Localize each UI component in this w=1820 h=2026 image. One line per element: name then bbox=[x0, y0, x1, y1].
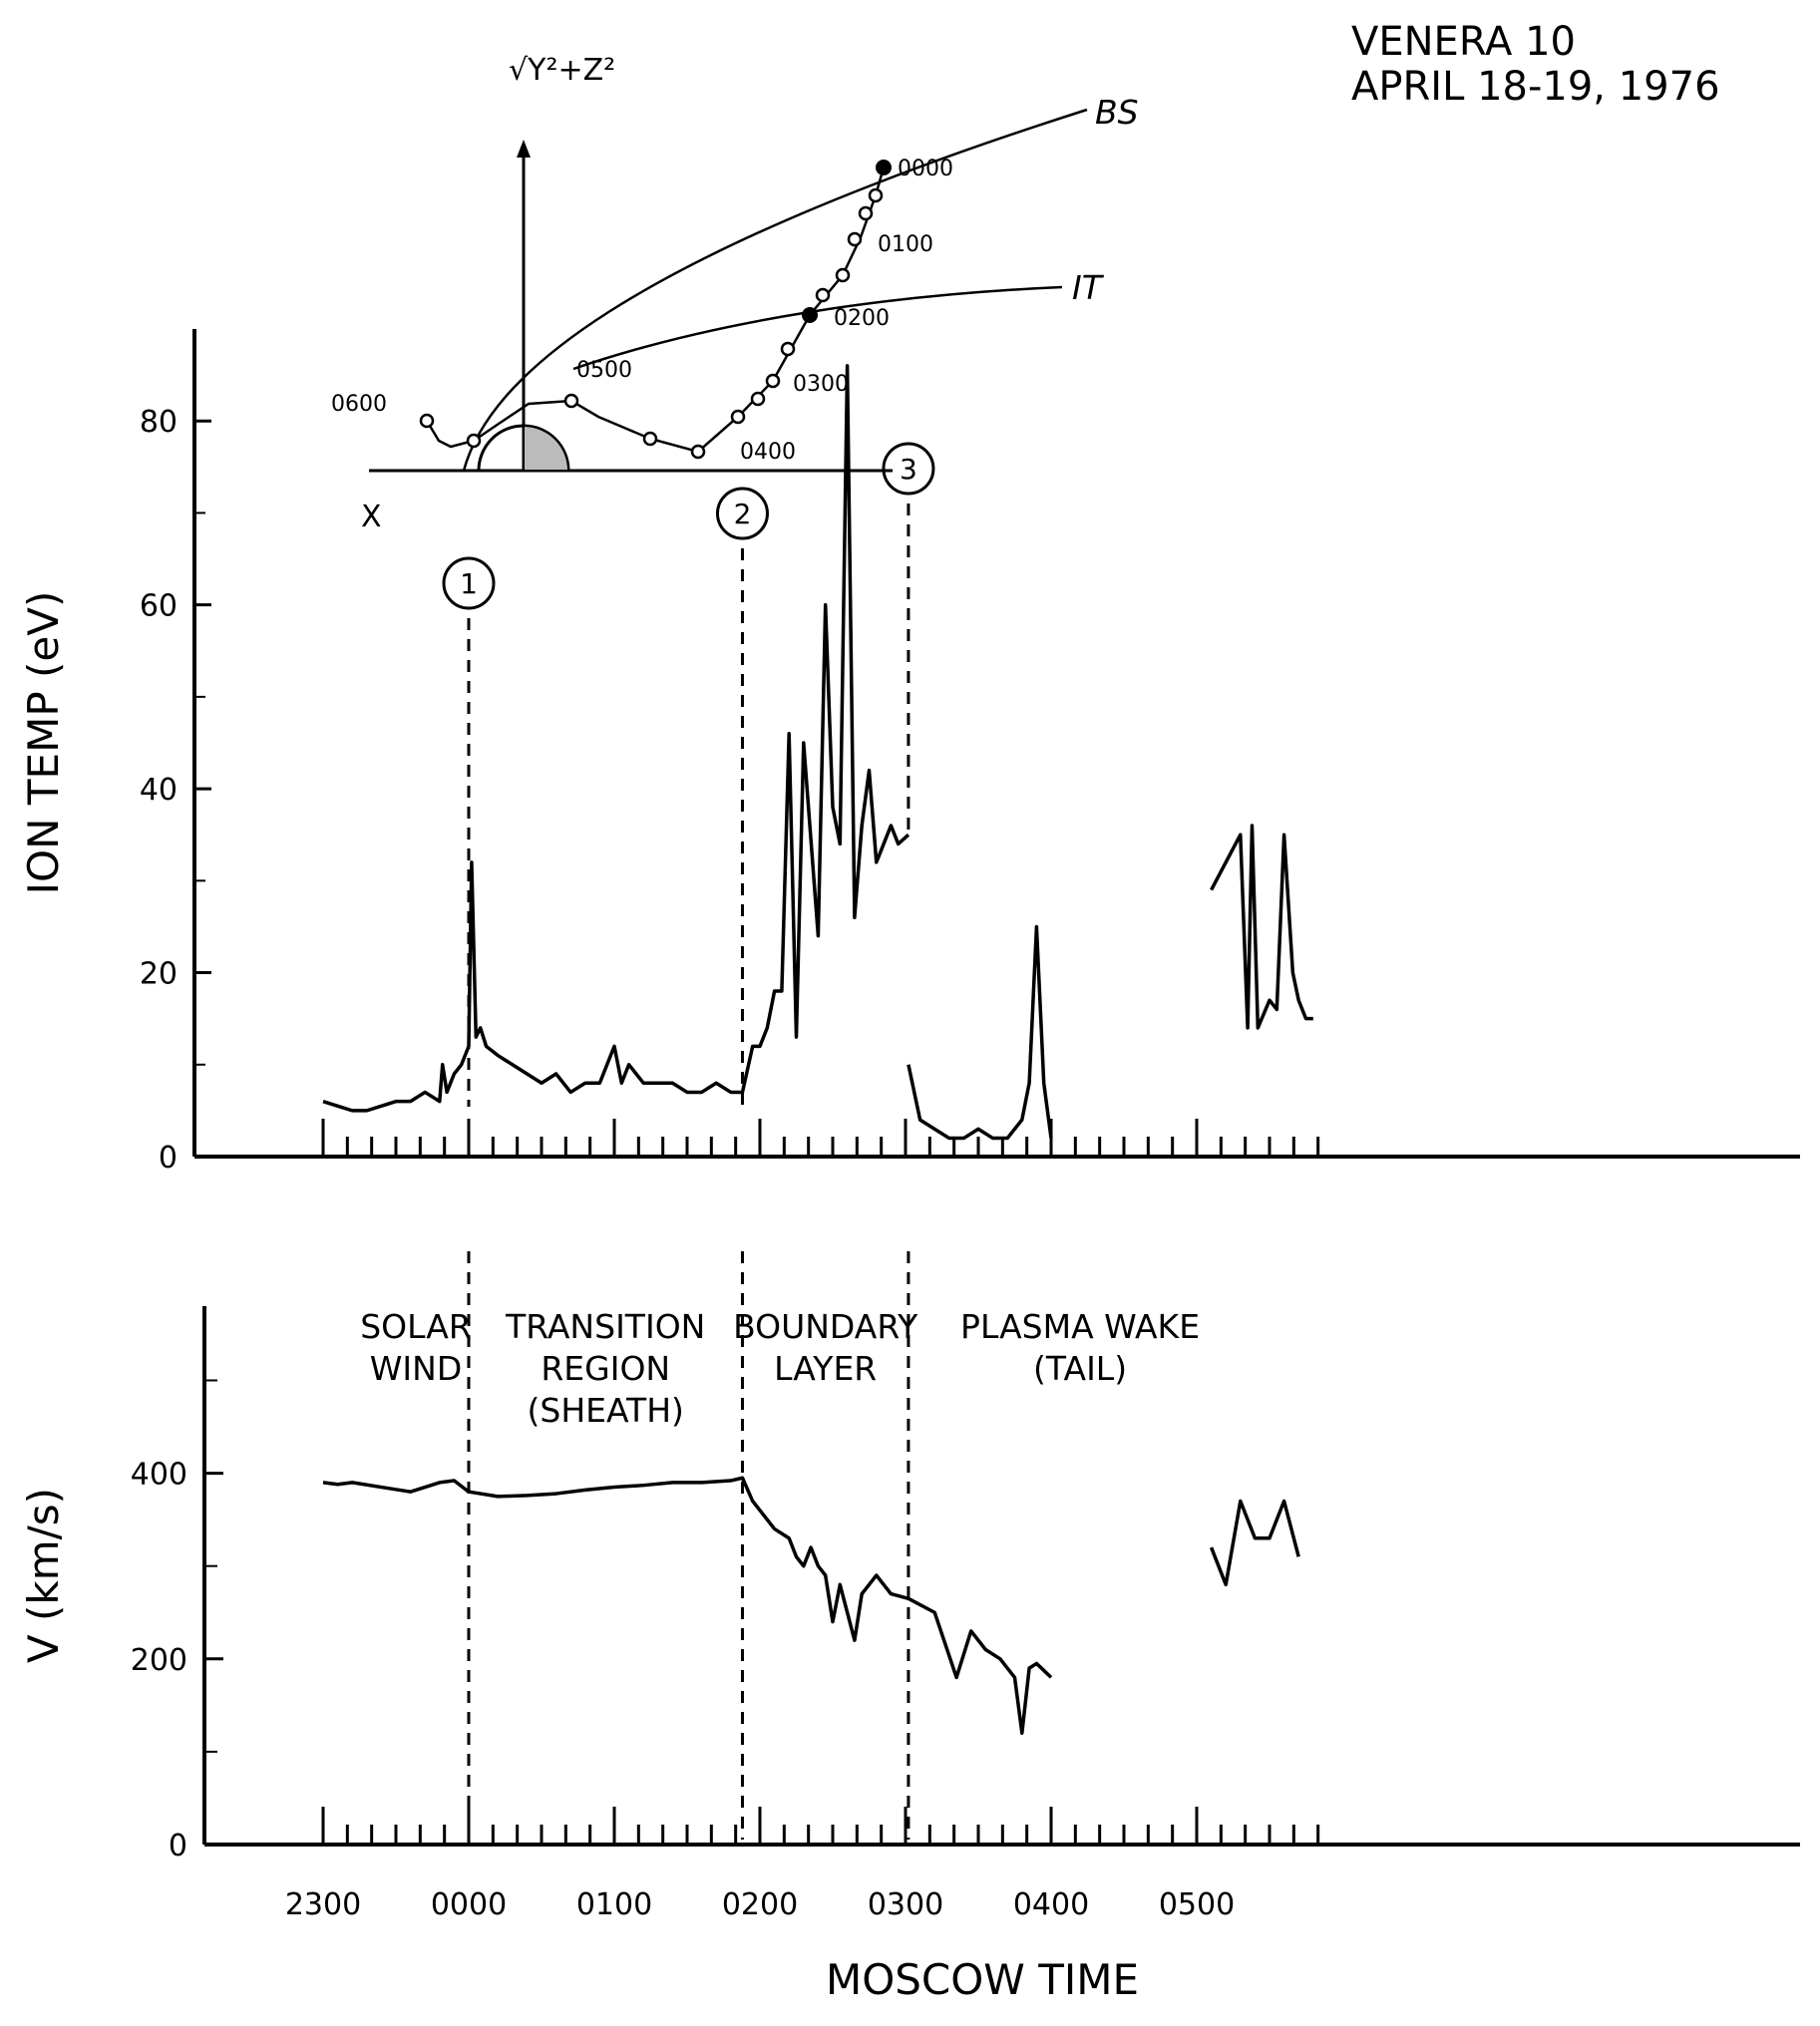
inset-time-0000: 0000 bbox=[898, 157, 953, 181]
top-y-axis-label: ION TEMP (eV) bbox=[19, 591, 68, 895]
inset-x-label: X bbox=[361, 500, 382, 534]
inset-time-0500: 0500 bbox=[576, 358, 632, 383]
xtick-label-0200: 0200 bbox=[722, 1887, 798, 1922]
top-ytick-label-40: 40 bbox=[140, 773, 178, 808]
ion-temp-panel: 0 20 40 60 80 1 2 3 ION TEMP (eV) bbox=[19, 329, 1800, 1176]
region-label-2-line-2: REGION bbox=[541, 1349, 670, 1388]
ion-temp-series-3 bbox=[1210, 824, 1313, 1030]
top-markers: 1 2 3 bbox=[442, 442, 935, 1107]
top-x-ticks bbox=[321, 1119, 1320, 1157]
xtick-label-0300: 0300 bbox=[868, 1887, 943, 1922]
top-ytick-label-20: 20 bbox=[140, 957, 178, 992]
x-axis-label: MOSCOW TIME bbox=[826, 1955, 1139, 2004]
inset-time-0200: 0200 bbox=[834, 306, 890, 331]
xtick-label-0400: 0400 bbox=[1013, 1887, 1089, 1922]
marker-circle-2 bbox=[715, 487, 769, 540]
venus-night-side bbox=[523, 424, 570, 472]
trajectory-crossing-bs bbox=[876, 160, 892, 175]
inset-y-label: √Y²+Z² bbox=[509, 53, 615, 88]
inset-time-0600: 0600 bbox=[331, 392, 387, 417]
region-label-3-line-1: BOUNDARY bbox=[733, 1307, 918, 1346]
marker-label-3: 3 bbox=[900, 453, 917, 486]
inset-time-0100: 0100 bbox=[878, 232, 933, 257]
bottom-ytick-label-0: 0 bbox=[169, 1829, 187, 1863]
inset-y-arrow bbox=[517, 140, 531, 158]
bottom-ytick-label-400: 400 bbox=[131, 1458, 187, 1493]
top-ytick-label-0: 0 bbox=[159, 1141, 178, 1176]
trajectory-points bbox=[419, 187, 884, 460]
bottom-y-ticks: 0 200 400 bbox=[131, 1379, 223, 1863]
trajectory-crossing-it bbox=[802, 307, 818, 323]
top-ytick-label-80: 80 bbox=[140, 405, 178, 440]
region-label-3-line-2: LAYER bbox=[774, 1349, 877, 1388]
bottom-y-axis-label: V (km/s) bbox=[19, 1488, 68, 1663]
bottom-x-ticks: 2300 0000 0100 0200 0300 0400 0500 bbox=[285, 1807, 1320, 1922]
region-label-1-line-1: SOLAR bbox=[360, 1307, 472, 1346]
velocity-series-2 bbox=[1209, 1499, 1300, 1587]
region-boundaries bbox=[467, 1251, 910, 1840]
bottom-ytick-label-200: 200 bbox=[131, 1643, 187, 1678]
velocity-series-1 bbox=[322, 1476, 1053, 1736]
top-series bbox=[322, 364, 1313, 1141]
inset-time-0400: 0400 bbox=[740, 440, 796, 465]
region-label-1-line-2: WIND bbox=[370, 1349, 462, 1388]
marker-circle-3 bbox=[882, 442, 935, 496]
ion-tail-label: IT bbox=[1072, 268, 1105, 307]
chart-title: VENERA 10 bbox=[1351, 19, 1576, 65]
region-label-4-line-1: PLASMA WAKE bbox=[960, 1307, 1200, 1346]
ion-temp-series-2 bbox=[907, 924, 1053, 1141]
top-y-ticks: 0 20 40 60 80 bbox=[140, 405, 211, 1176]
ion-temp-series-1 bbox=[322, 364, 910, 1113]
bottom-series bbox=[322, 1476, 1300, 1736]
inset-time-0300: 0300 bbox=[793, 372, 849, 397]
chart-subtitle: APRIL 18-19, 1976 bbox=[1351, 64, 1720, 110]
marker-circle-1 bbox=[442, 556, 496, 610]
marker-label-2: 2 bbox=[734, 498, 752, 530]
xtick-label-2300: 2300 bbox=[285, 1887, 361, 1922]
top-ytick-label-60: 60 bbox=[140, 589, 178, 624]
bow-shock-label: BS bbox=[1095, 93, 1139, 132]
xtick-label-0100: 0100 bbox=[576, 1887, 652, 1922]
region-label-2-line-1: TRANSITION bbox=[505, 1307, 705, 1346]
region-label-2-line-3: (SHEATH) bbox=[528, 1391, 684, 1430]
trajectory-inset: √Y²+Z² X BS IT 0000 0100 0200 0300 0400 … bbox=[331, 53, 1139, 534]
bow-shock-curve bbox=[462, 108, 1088, 472]
xtick-label-0000: 0000 bbox=[431, 1887, 507, 1922]
marker-label-1: 1 bbox=[460, 567, 478, 600]
region-label-4-line-2: (TAIL) bbox=[1033, 1349, 1127, 1388]
xtick-label-0500: 0500 bbox=[1159, 1887, 1235, 1922]
